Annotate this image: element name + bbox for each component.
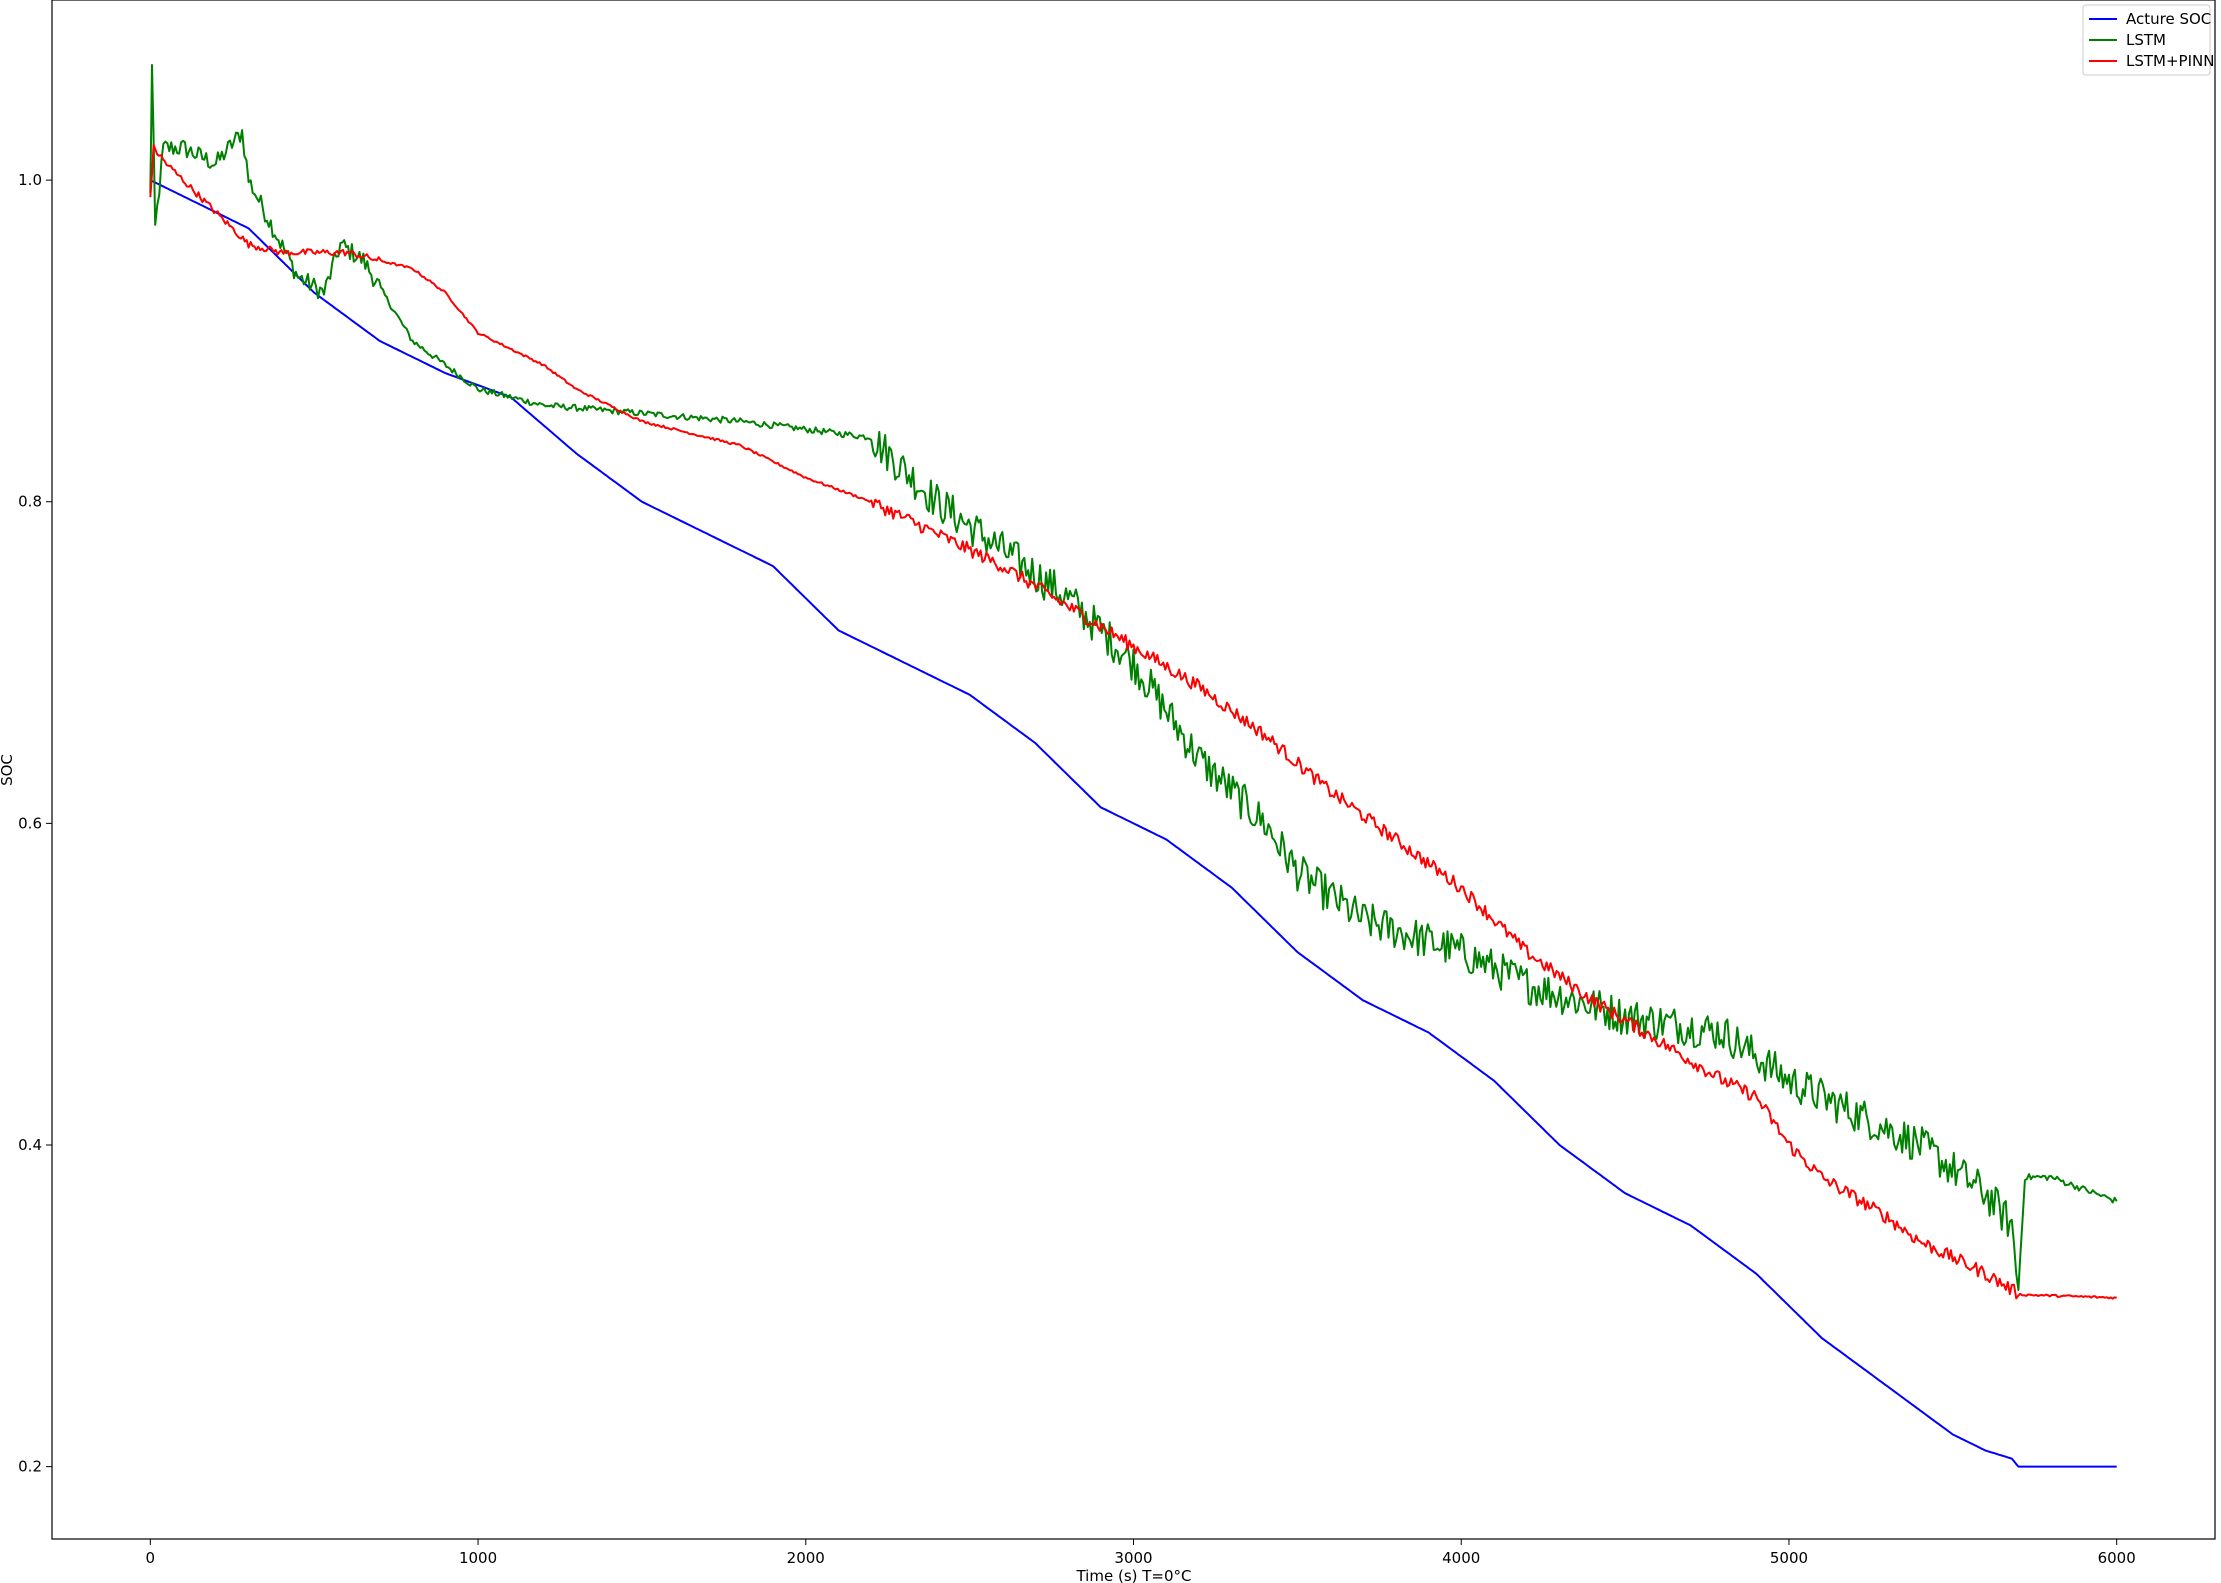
series-layer	[149, 64, 2118, 1468]
x-tick-label: 2000	[787, 1549, 825, 1567]
x-axis-label: Time (s) T=0°C	[1075, 1567, 1191, 1583]
x-tick-label: 0	[146, 1549, 156, 1567]
x-tick-label: 6000	[2098, 1549, 2136, 1567]
legend: Acture SOC LSTM LSTM+PINN	[2082, 4, 2214, 76]
y-tick-label: 1.0	[18, 171, 42, 189]
y-tick-label: 0.8	[18, 493, 42, 511]
legend-label: LSTM	[2126, 31, 2166, 49]
lstm-pinn-line	[149, 143, 2117, 1300]
x-axis-ticks: 0 1000 2000 3000 4000 5000 6000	[146, 1539, 2136, 1567]
actual-soc-line	[149, 179, 2117, 1468]
y-axis-label: SOC	[0, 754, 16, 786]
legend-label: Acture SOC	[2126, 10, 2211, 28]
x-tick-label: 4000	[1442, 1549, 1480, 1567]
x-tick-label: 3000	[1114, 1549, 1152, 1567]
x-tick-label: 5000	[1770, 1549, 1808, 1567]
y-tick-label: 0.4	[18, 1136, 42, 1154]
lstm-line	[149, 64, 2118, 1291]
y-tick-label: 0.2	[18, 1458, 42, 1476]
legend-frame	[2082, 4, 2211, 76]
x-tick-label: 1000	[459, 1549, 497, 1567]
legend-label: LSTM+PINN	[2126, 52, 2214, 70]
y-axis-ticks: 0.2 0.4 0.6 0.8 1.0	[18, 171, 52, 1476]
plot-background	[52, 0, 2215, 1539]
y-tick-label: 0.6	[18, 814, 42, 832]
